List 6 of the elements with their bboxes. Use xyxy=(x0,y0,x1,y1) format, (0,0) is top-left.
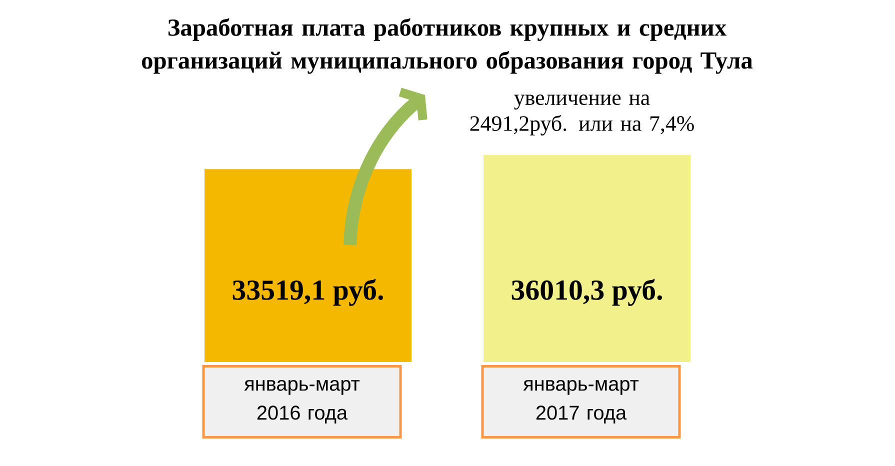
data-label: 36010,3 руб. xyxy=(512,278,662,306)
text: увеличение на 2491,2руб. или на 7,4% xyxy=(470,94,694,136)
x-tick-label: январь-март 2016 года xyxy=(244,380,360,424)
x-tick-label: январь-март 2017 года xyxy=(523,380,639,424)
data-label: 33519,1 руб. xyxy=(232,278,384,306)
chart-title: Заработная плата работников крупных и средних организаций муниципального образования город Тула xyxy=(142,18,753,74)
